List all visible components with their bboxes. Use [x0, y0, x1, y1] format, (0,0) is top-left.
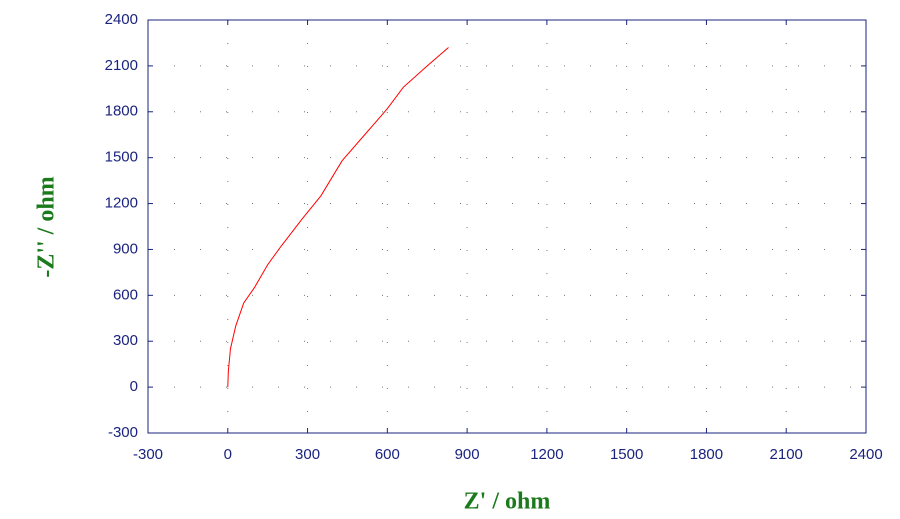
x-tick-label: 900	[455, 446, 480, 463]
x-tick-label: 1200	[530, 446, 563, 463]
y-tick-label: 1500	[105, 149, 138, 166]
y-tick-label: 1200	[105, 195, 138, 212]
y-tick-label: 2400	[105, 11, 138, 28]
data-line	[227, 47, 449, 388]
x-tick-label: 2100	[770, 446, 803, 463]
x-tick-label: -300	[133, 446, 163, 463]
x-tick-label: 1800	[690, 446, 723, 463]
y-tick-label: 1800	[105, 103, 138, 120]
y-tick-label: 300	[113, 332, 138, 349]
x-tick-label: 300	[295, 446, 320, 463]
y-tick-label: 0	[130, 378, 138, 395]
plot-frame	[147, 19, 867, 434]
x-tick-label: 1500	[610, 446, 643, 463]
y-tick-label: 600	[113, 286, 138, 303]
x-tick-label: 0	[224, 446, 232, 463]
x-axis-title: Z' / ohm	[464, 489, 551, 515]
y-tick-label: -300	[108, 424, 138, 441]
y-tick-label: 900	[113, 240, 138, 257]
x-tick-label: 600	[375, 446, 400, 463]
y-tick-label: 2100	[105, 57, 138, 74]
x-tick-label: 2400	[849, 446, 882, 463]
y-axis-title: -Z'' / ohm	[34, 176, 60, 277]
